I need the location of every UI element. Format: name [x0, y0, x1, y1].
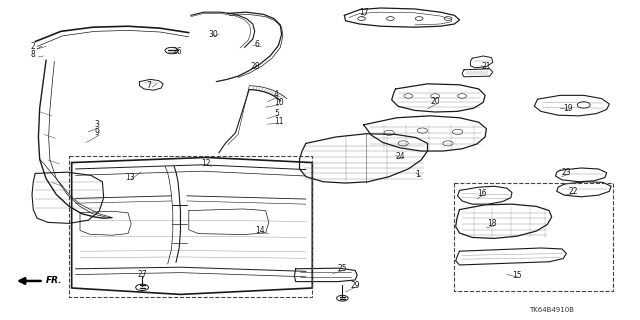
- Text: 8: 8: [31, 50, 35, 59]
- Text: 26: 26: [173, 47, 182, 56]
- Text: TK64B4910B: TK64B4910B: [529, 307, 574, 313]
- Text: 6: 6: [255, 40, 260, 49]
- Text: 18: 18: [488, 220, 497, 228]
- Text: 28: 28: [251, 62, 260, 71]
- Text: 2: 2: [31, 42, 35, 51]
- Text: 9: 9: [95, 128, 100, 137]
- Text: 11: 11: [274, 117, 284, 126]
- Text: 22: 22: [568, 188, 578, 196]
- Bar: [454, 183, 613, 291]
- Text: 24: 24: [396, 152, 405, 161]
- Text: 30: 30: [208, 30, 218, 39]
- Text: 16: 16: [477, 189, 486, 198]
- Text: 27: 27: [138, 270, 147, 279]
- Text: 19: 19: [563, 104, 573, 113]
- Text: 3: 3: [95, 120, 100, 129]
- Text: 23: 23: [562, 168, 572, 177]
- Text: 14: 14: [255, 226, 264, 235]
- Text: 12: 12: [202, 159, 211, 168]
- Bar: [69, 156, 312, 297]
- Text: 5: 5: [274, 109, 279, 118]
- Text: 10: 10: [274, 98, 284, 107]
- Text: 13: 13: [125, 173, 134, 182]
- Text: 1: 1: [415, 170, 419, 179]
- Text: 7: 7: [146, 81, 151, 90]
- Text: 29: 29: [351, 281, 360, 290]
- Text: 15: 15: [512, 271, 522, 280]
- Text: 4: 4: [274, 90, 279, 99]
- Text: 21: 21: [481, 62, 491, 71]
- Text: 20: 20: [430, 97, 440, 106]
- Text: 17: 17: [360, 8, 369, 17]
- Text: FR.: FR.: [46, 276, 63, 285]
- Text: 25: 25: [338, 264, 348, 273]
